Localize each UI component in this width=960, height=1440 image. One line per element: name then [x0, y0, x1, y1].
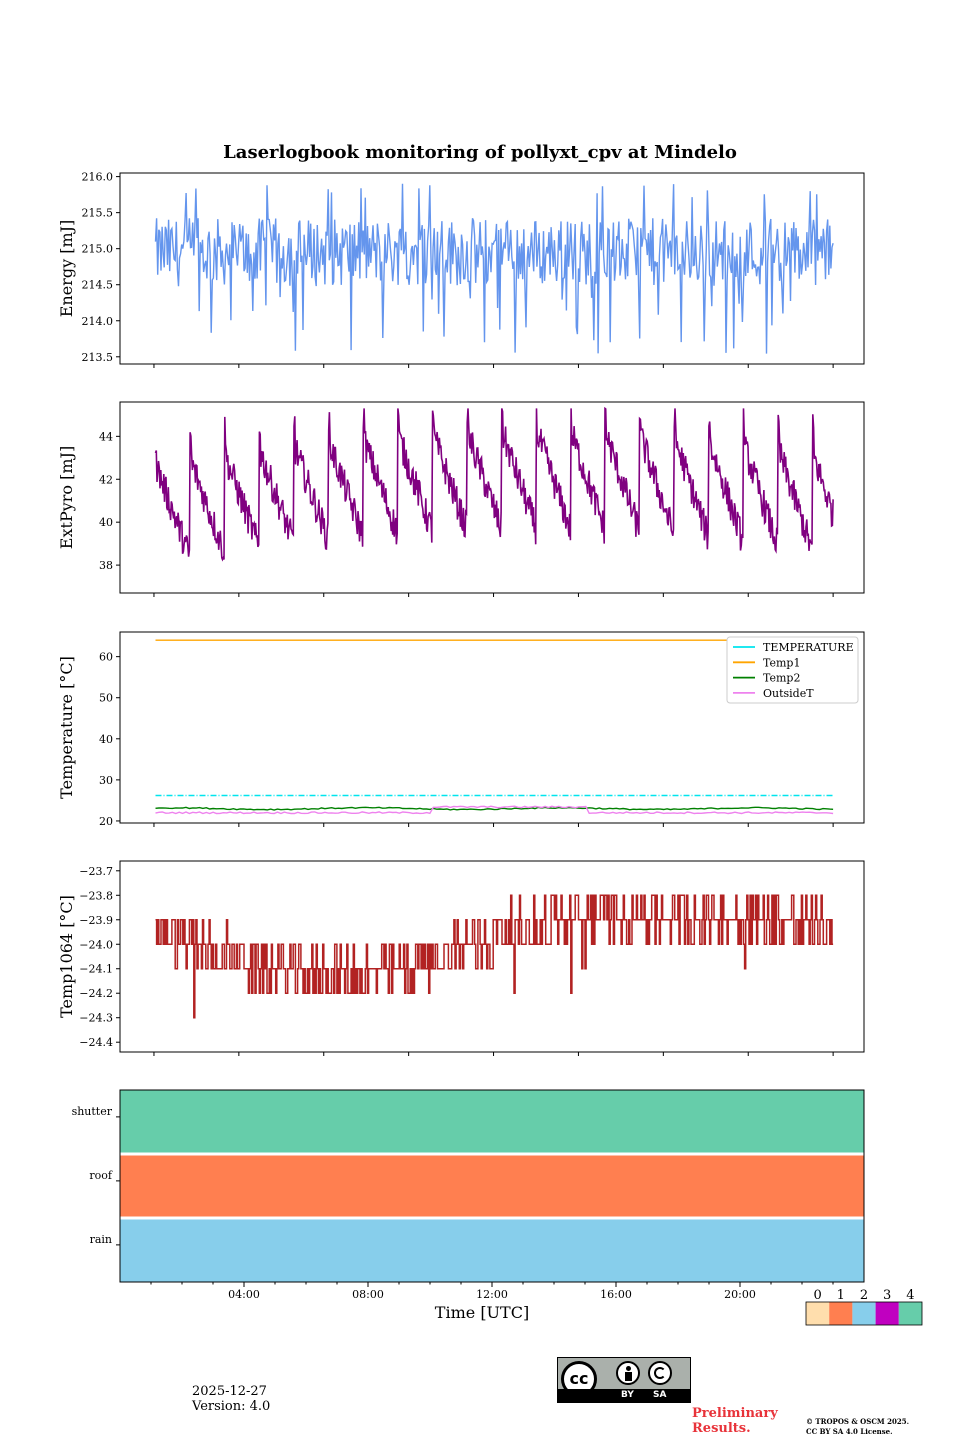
temp1064-ylabel: Temp1064 [°C]: [57, 895, 76, 1018]
status-xtick-label: 04:00: [228, 1288, 260, 1301]
legend-label-temperature: TEMPERATURE: [763, 641, 854, 654]
status-xtick-label: 12:00: [476, 1288, 508, 1301]
colorbar-label-2: 2: [860, 1288, 868, 1303]
colorbar-label-3: 3: [883, 1288, 891, 1303]
colorbar-cell-3: [875, 1302, 899, 1325]
colorbar-cell-2: [852, 1302, 876, 1325]
status-row-label-shutter: shutter: [72, 1105, 113, 1118]
copyright-line1: © TROPOS & OSCM 2025.: [806, 1417, 910, 1426]
temp1064-ytick-label: −23.7: [79, 865, 113, 878]
extpyro-series-line: [154, 406, 834, 562]
footer-version: Version: 4.0: [192, 1399, 271, 1414]
colorbar-label-1: 1: [837, 1288, 845, 1303]
cc-sa-label: SA: [653, 1390, 667, 1400]
temperature-ytick-label: 20: [99, 815, 113, 828]
energy-frame: [119, 172, 865, 365]
cc-logo-text: cc: [569, 1369, 589, 1388]
temperature-series-outsidet: [155, 805, 834, 815]
legend-label-outsidet: OutsideT: [763, 687, 814, 700]
footer-date: 2025-12-27: [192, 1384, 267, 1399]
figure-title: Laserlogbook monitoring of pollyxt_cpv a…: [223, 142, 737, 163]
status-xtick-label: 20:00: [724, 1288, 756, 1301]
temperature-ytick-label: 30: [99, 774, 113, 787]
preliminary-label-line1: Preliminary: [692, 1406, 778, 1421]
temp1064-series-line: [155, 894, 834, 1019]
status-row-label-rain: rain: [90, 1233, 112, 1246]
colorbar-frame: [805, 1301, 923, 1326]
extpyro-ytick-label: 40: [99, 516, 113, 529]
energy-ytick-label: 213.5: [82, 351, 114, 364]
colorbar-label-4: 4: [906, 1288, 914, 1303]
energy-ytick-label: 214.5: [82, 279, 114, 292]
status-xtick-label: 08:00: [352, 1288, 384, 1301]
preliminary-label-line2: Results.: [692, 1421, 751, 1436]
energy-ytick-label: 215.5: [82, 207, 114, 220]
cc-license-badge: cc BY SA: [557, 1357, 691, 1403]
temp1064-ytick-label: −24.1: [79, 963, 113, 976]
temperature-ytick-label: 50: [99, 692, 113, 705]
legend-label-temp2: Temp2: [763, 672, 800, 685]
cc-by-label: BY: [621, 1390, 634, 1400]
energy-ytick-label: 216.0: [82, 171, 114, 184]
temperature-legend-box: [726, 636, 859, 704]
legend-label-temp1: Temp1: [763, 656, 800, 669]
status-row-rain: [120, 1218, 864, 1282]
extpyro-ytick-label: 38: [99, 559, 113, 572]
energy-ytick-label: 214.0: [82, 315, 114, 328]
colorbar-cell-4: [898, 1302, 922, 1325]
energy-ytick-label: 215.0: [82, 243, 114, 256]
status-row-roof: [120, 1154, 864, 1218]
temp1064-ytick-label: −23.9: [79, 914, 113, 927]
temperature-series-temp2: [155, 806, 834, 811]
energy-ylabel: Energy [mJ]: [57, 220, 76, 318]
temp1064-ytick-label: −24.0: [79, 938, 113, 951]
temp1064-ytick-label: −24.4: [79, 1036, 113, 1049]
temp1064-ytick-label: −23.8: [79, 889, 113, 902]
temperature-ylabel: Temperature [°C]: [57, 656, 76, 799]
copyright-line2: CC BY SA 4.0 License.: [806, 1427, 893, 1436]
temperature-frame: [119, 631, 865, 824]
extpyro-frame: [119, 401, 865, 594]
extpyro-ylabel: ExtPyro [mJ]: [57, 446, 76, 549]
share-alike-icon: [648, 1361, 672, 1385]
temperature-ytick-label: 60: [99, 651, 113, 664]
cc-license-bar: BY SA: [558, 1389, 690, 1402]
status-row-label-roof: roof: [89, 1169, 113, 1182]
status-xlabel: Time [UTC]: [435, 1303, 529, 1322]
extpyro-ytick-label: 44: [99, 430, 113, 443]
extpyro-ytick-label: 42: [99, 473, 113, 486]
temp1064-ytick-label: −24.3: [79, 1012, 113, 1025]
energy-series-line: [154, 183, 834, 354]
temperature-ytick-label: 40: [99, 733, 113, 746]
status-row-shutter: [120, 1090, 864, 1154]
colorbar-label-0: 0: [813, 1288, 821, 1303]
colorbar-cell-0: [806, 1302, 830, 1325]
attribution-icon: [616, 1361, 640, 1385]
temp1064-ytick-label: −24.2: [79, 987, 113, 1000]
temp1064-frame: [119, 860, 865, 1053]
status-xtick-label: 16:00: [600, 1288, 632, 1301]
colorbar-cell-1: [829, 1302, 853, 1325]
